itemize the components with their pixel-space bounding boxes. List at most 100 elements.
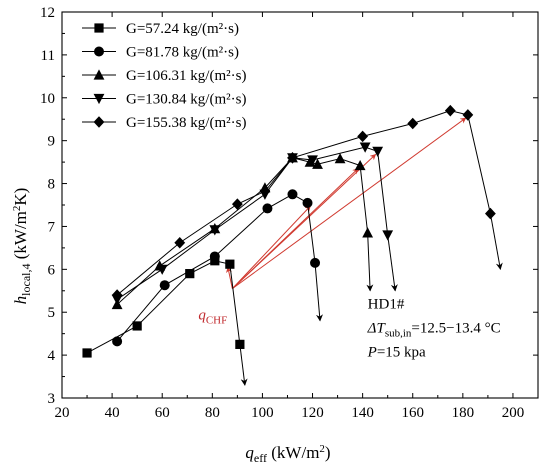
y-tick-label: 7 [48,219,56,235]
y-tick-label: 8 [48,177,56,193]
legend-item: G=155.38 kg/(m²·s) [82,115,246,131]
data-point [287,152,298,164]
qchf-label-main: q [198,307,206,323]
plot-area [61,11,539,399]
data-point [112,336,123,347]
annotation-line-1-text: HD1# [368,297,405,313]
x-tick-label: 80 [205,405,220,421]
data-point [259,185,271,198]
annotation-line-3: P=15 kpa [367,345,426,361]
x-axis-title-sub: eff [254,451,267,465]
data-point [354,159,366,171]
dryout-drop-arrow [314,262,323,322]
data-point [185,269,195,279]
dryout-drop-arrow [489,213,503,271]
legend-label: G=106.31 kg/(m²·s) [126,68,246,84]
qchf-label: qCHF [198,307,227,326]
legend-label: G=130.84 kg/(m²·s) [126,92,246,108]
data-point [209,251,220,262]
data-point [357,130,369,143]
x-tick-label: 160 [401,405,424,421]
y-tick-label: 5 [48,305,56,321]
axis-ticks: 20 40 60 80 100 120 140 160 180 200 3 4 5 6 7 8 9 10 11 12 [40,5,538,421]
chf-pointer-arrow [226,266,233,289]
qchf-label-sub: CHF [206,314,227,326]
series-line [116,157,369,305]
data-point [372,146,384,157]
y-tick-label: 10 [40,91,55,107]
data-point [302,197,313,208]
y-tick-label: 9 [48,134,56,150]
y-tick-label: 6 [48,262,56,278]
data-point [362,227,374,238]
annotation-line-2-sub: sub,in [385,328,412,340]
y-axis-title-main: h [11,296,30,305]
data-point [231,198,243,210]
y-axis-title: hlocal,4 (kW/m2K) [11,188,33,305]
data-point [359,142,371,153]
legend-item: G=106.31 kg/(m²·s) [82,68,246,84]
data-point [235,339,245,349]
x-axis-title-main: q [245,443,254,462]
y-axis-title-sub: local,4 [19,264,33,296]
chf-pointer-arrow [231,205,311,289]
data-point [310,257,321,268]
legend-marker [94,46,104,57]
data-point [159,280,170,291]
x-tick-label: 120 [301,405,324,421]
data-point [111,289,123,301]
chf-pointer-arrow [232,153,377,289]
data-point [462,109,474,121]
x-axis-title-unit-sup: 2 [319,443,325,455]
y-tick-label: 4 [48,348,56,364]
legend-marker [93,116,105,128]
x-tick-label: 180 [452,405,475,421]
data-point [156,264,168,275]
annotation-line-2-main: ΔT [367,321,387,337]
data-point [262,203,273,214]
series-line [86,260,241,354]
dryout-drop-arrow [366,232,374,292]
annotation-line-2: ΔTsub,in=12.5−13.4 °C [367,321,501,340]
data-point [334,153,346,164]
y-tick-label: 3 [48,391,56,407]
annotation-line-3-rest: =15 kpa [377,345,426,361]
y-tick-label: 12 [40,5,55,21]
y-axis-title-unit-end: K) [11,188,30,206]
series-5 [111,104,503,301]
x-tick-label: 20 [55,405,70,421]
x-tick-label: 140 [351,405,374,421]
legend-label: G=155.38 kg/(m²·s) [126,115,246,131]
data-point [132,321,142,331]
data-point [209,225,221,236]
x-axis-title-unit: (kW/m [267,443,319,462]
x-axis-title: qeff (kW/m2) [245,443,330,465]
legend-marker [94,23,104,33]
data-point [382,230,394,241]
x-tick-label: 60 [155,405,170,421]
condition-annotation: HD1# ΔTsub,in=12.5−13.4 °C P=15 kpa [367,297,501,361]
data-point [82,348,92,358]
series-line [116,110,491,296]
annotation-line-3-main: P [367,345,377,361]
legend-item: G=57.24 kg/(m²·s) [82,21,239,37]
chf-pointer-arrow [232,117,467,290]
x-tick-label: 200 [502,405,525,421]
dryout-drop-arrow [387,234,398,292]
y-axis-title-unit: (kW/m [11,211,30,263]
dryout-drop-arrow [239,344,248,386]
data-point [307,155,318,166]
legend-marker [93,93,105,105]
series-2 [112,189,323,347]
legend-item: G=81.78 kg/(m²·s) [82,45,239,61]
annotation-line-2-rest: =12.5−13.4 °C [411,321,500,337]
legend-label: G=57.24 kg/(m²·s) [126,21,239,37]
legend-label: G=81.78 kg/(m²·s) [126,45,239,61]
data-point [225,259,235,269]
data-point [287,189,298,200]
legend-marker [93,69,105,80]
annotation-line-1: HD1# [368,297,405,313]
data-point [312,158,323,169]
